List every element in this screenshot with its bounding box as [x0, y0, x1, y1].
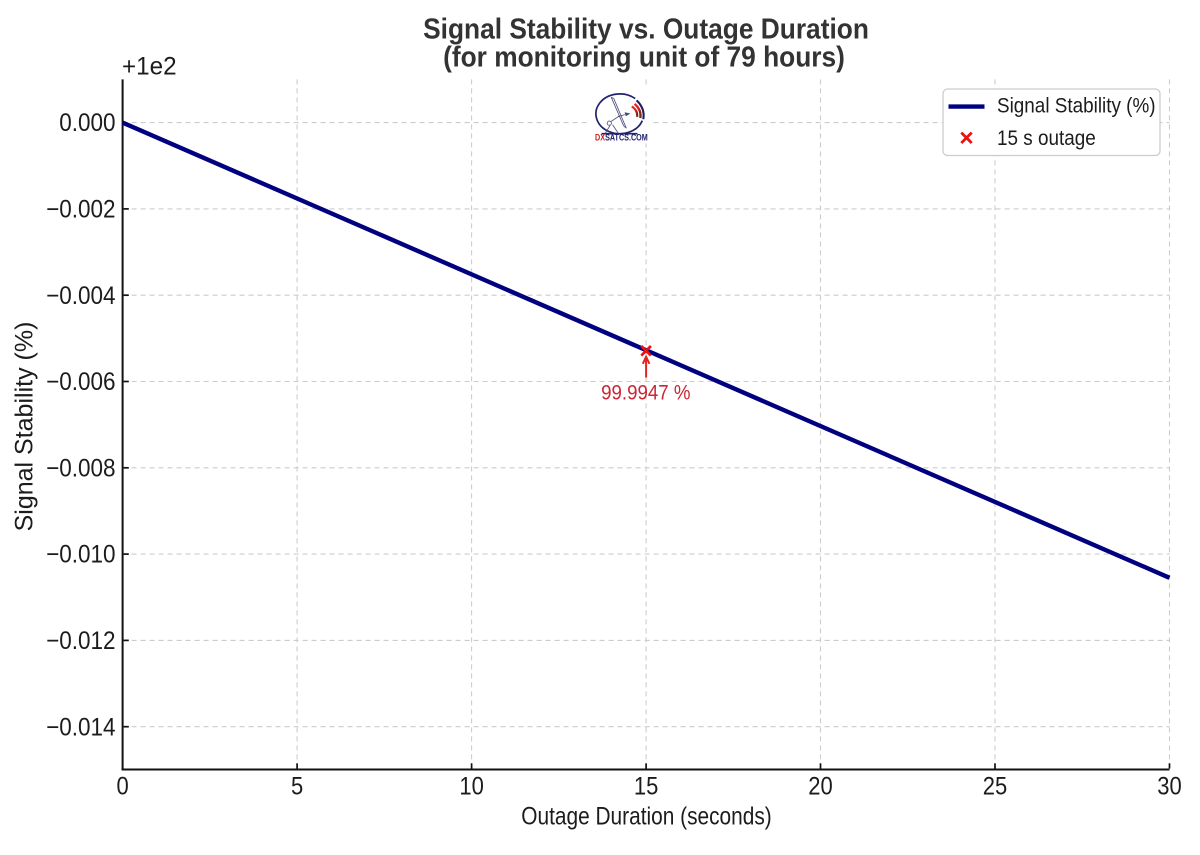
svg-text:Outage Duration (seconds): Outage Duration (seconds): [521, 802, 771, 830]
svg-text:Signal Stability (%): Signal Stability (%): [10, 322, 38, 532]
svg-text:10: 10: [459, 772, 483, 800]
svg-text:0.000: 0.000: [59, 109, 115, 137]
svg-text:99.9947 %: 99.9947 %: [601, 381, 690, 404]
svg-text:5: 5: [291, 772, 303, 800]
svg-text:25: 25: [983, 772, 1007, 800]
svg-text:15: 15: [634, 772, 658, 800]
svg-text:−0.006: −0.006: [46, 368, 115, 396]
svg-text:−0.010: −0.010: [46, 541, 115, 569]
svg-text:−0.004: −0.004: [46, 282, 115, 310]
svg-text:−0.012: −0.012: [46, 627, 115, 655]
svg-text:Signal Stability (%): Signal Stability (%): [997, 95, 1156, 118]
svg-text:(for monitoring unit of 79 hou: (for monitoring unit of 79 hours): [443, 41, 845, 73]
svg-text:+1e2: +1e2: [122, 53, 177, 80]
svg-text:−0.014: −0.014: [46, 713, 115, 741]
svg-text:0: 0: [116, 772, 128, 800]
svg-text:−0.002: −0.002: [46, 195, 115, 223]
svg-text:−0.008: −0.008: [46, 454, 115, 482]
svg-text:30: 30: [1157, 772, 1181, 800]
svg-text:20: 20: [808, 772, 832, 800]
svg-text:15 s outage: 15 s outage: [997, 127, 1096, 150]
svg-text:Signal Stability vs. Outage Du: Signal Stability vs. Outage Duration: [423, 12, 869, 44]
svg-text:DXSATCS.COM: DXSATCS.COM: [595, 133, 648, 143]
